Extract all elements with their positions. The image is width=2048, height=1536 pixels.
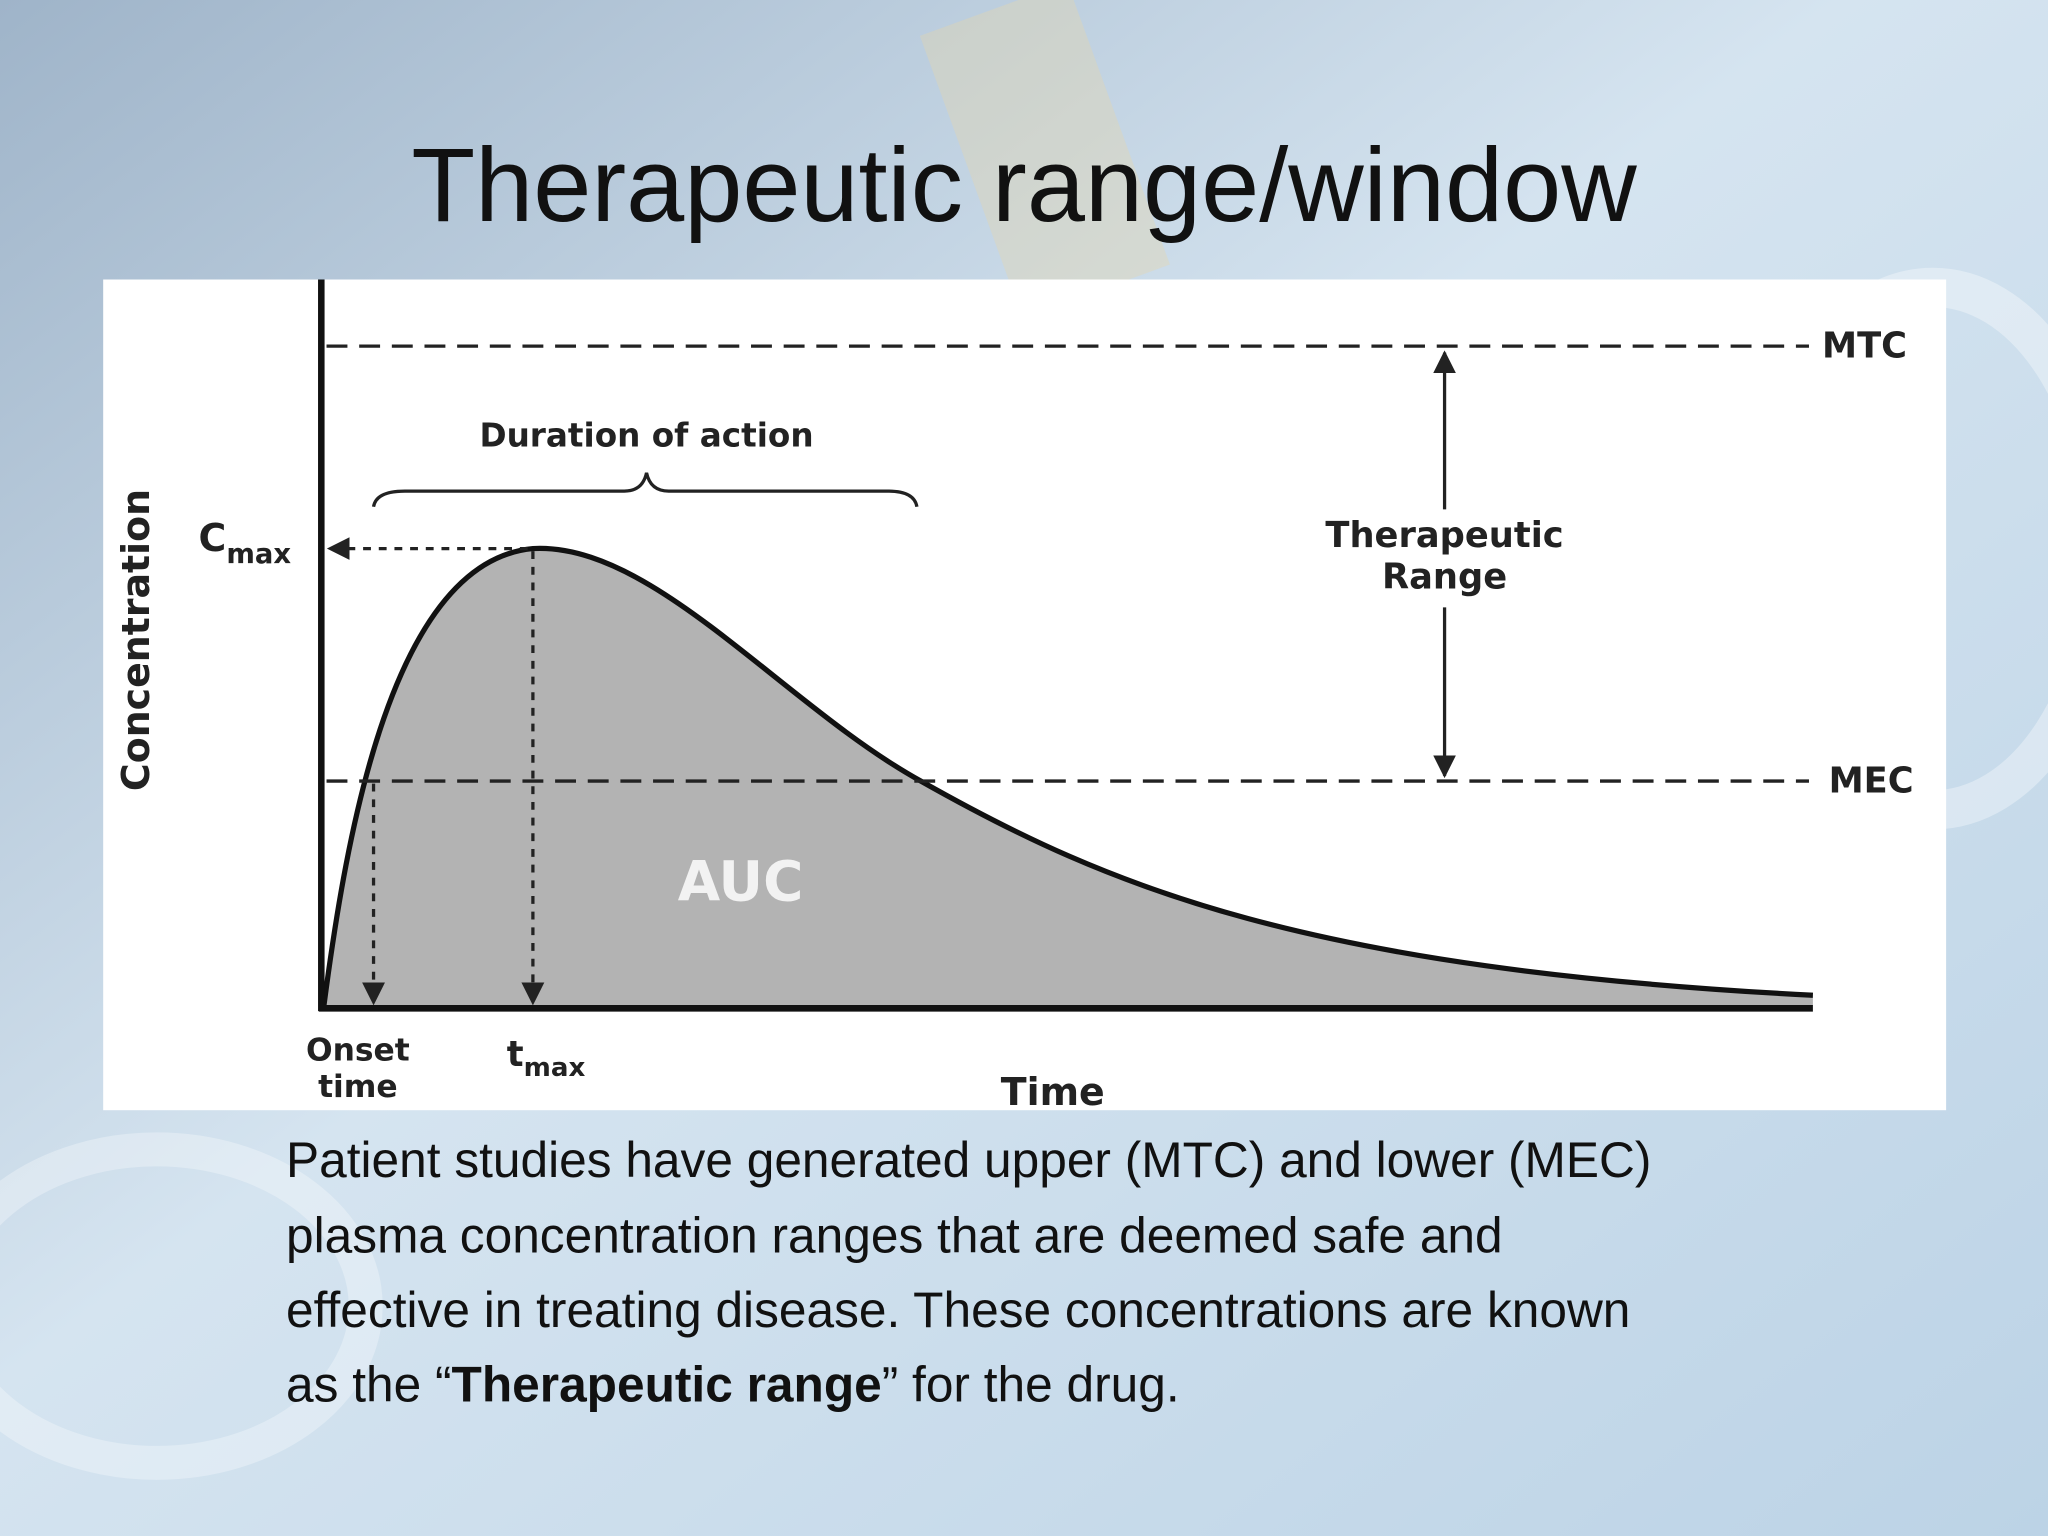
- tmax-sub: max: [524, 1053, 586, 1083]
- body-text: as the “: [286, 1356, 452, 1412]
- auc-label: AUC: [678, 850, 804, 914]
- slide-title: Therapeutic range/window: [411, 127, 1637, 244]
- body-text: ” for the drug.: [882, 1356, 1180, 1412]
- onset-label: time: [318, 1069, 398, 1105]
- duration-brace: [371, 472, 919, 508]
- range-label: Therapeutic: [1325, 515, 1563, 556]
- mtc-label: MTC: [1822, 325, 1907, 366]
- mec-label: MEC: [1829, 760, 1914, 801]
- body: Patient studies have generated upper (MT…: [286, 1132, 1651, 1413]
- tmax-label: tmax: [507, 1034, 586, 1083]
- cmax-label: Cmax: [199, 516, 292, 570]
- range-label: Range: [1382, 557, 1507, 598]
- body-line: Patient studies have generated upper (MT…: [286, 1132, 1651, 1188]
- body-line: plasma concentration ranges that are dee…: [286, 1208, 1503, 1264]
- auc-area: [323, 548, 1813, 1006]
- tmax-main: t: [507, 1034, 524, 1075]
- body-emphasis: Therapeutic range: [452, 1356, 882, 1412]
- diagram: MTC MEC Therapeutic Range Duration of ac…: [103, 279, 1947, 1114]
- duration-label: Duration of action: [479, 417, 813, 455]
- cmax-main: C: [199, 516, 227, 560]
- decor: [919, 0, 1170, 319]
- concentration-curve: [321, 545, 1814, 1007]
- decor: [0, 1132, 383, 1480]
- body-line: as the “Therapeutic range” for the drug.: [286, 1356, 1180, 1412]
- body-line: effective in treating disease. These con…: [286, 1282, 1630, 1338]
- x-axis-label: Time: [1001, 1070, 1105, 1114]
- y-axis-label: Concentration: [114, 489, 158, 791]
- onset-label: Onset: [306, 1032, 410, 1068]
- cmax-sub: max: [226, 539, 291, 570]
